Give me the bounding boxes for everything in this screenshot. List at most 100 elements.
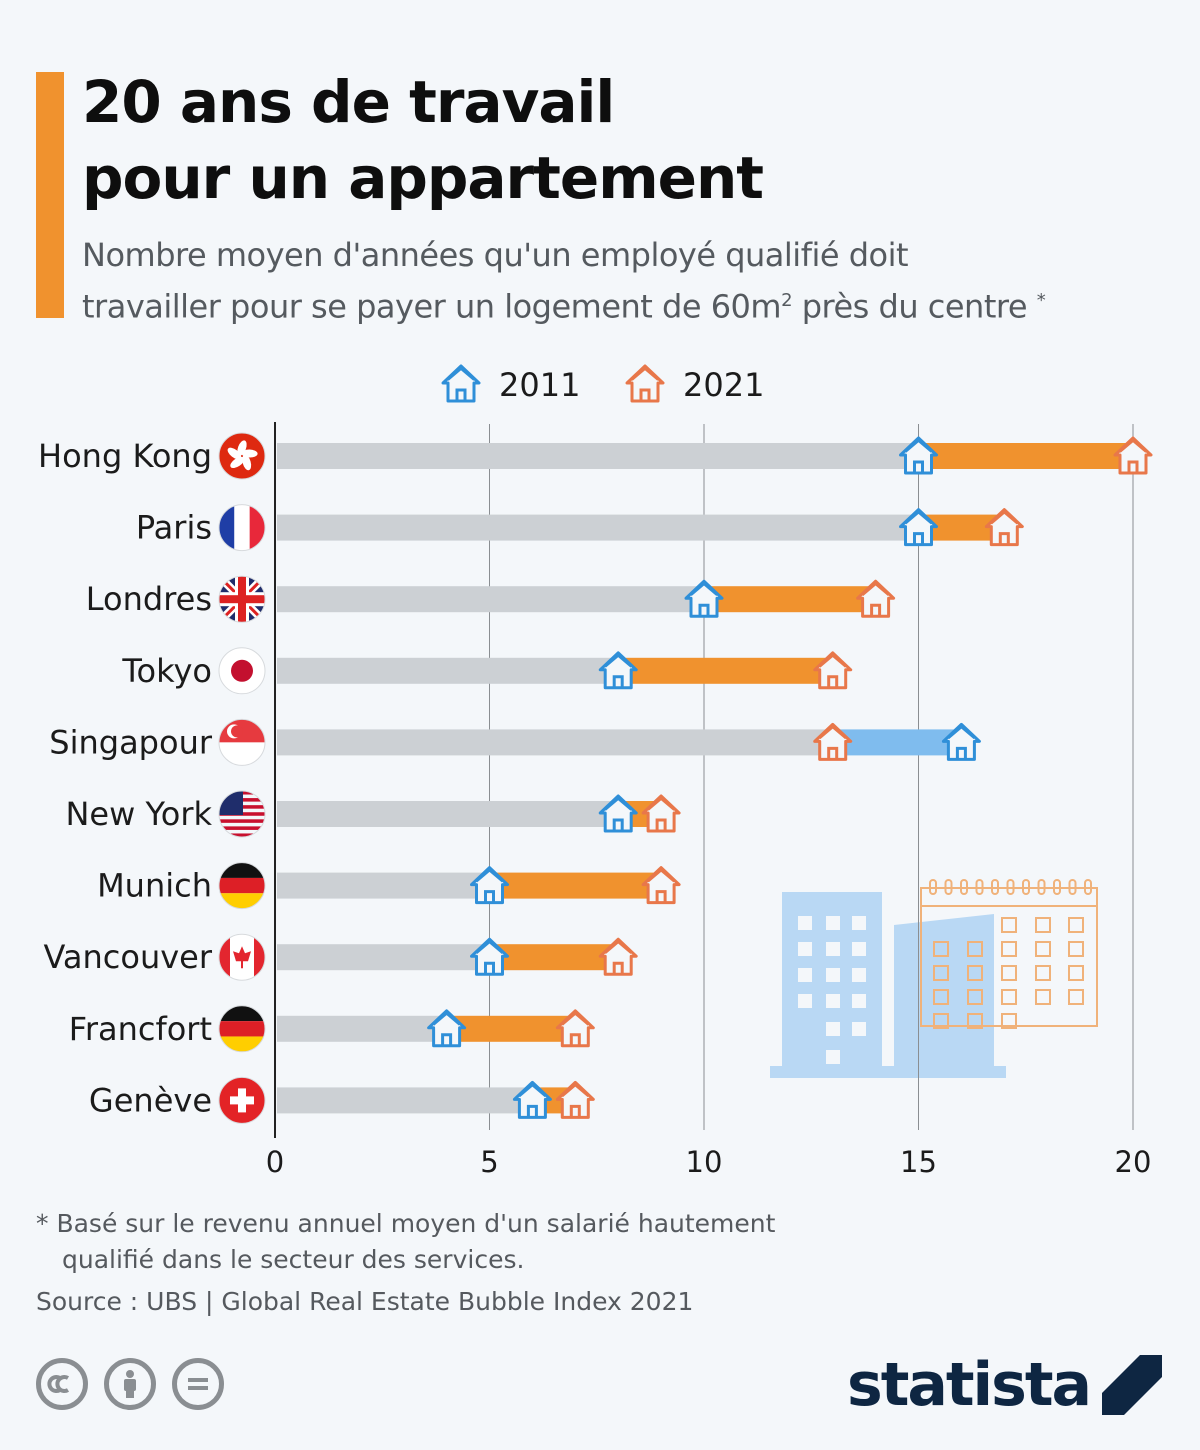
- house-marker-2021: [555, 1009, 595, 1048]
- statista-logo-icon: [1102, 1355, 1162, 1415]
- track-bar: [277, 443, 919, 469]
- category-label: New York: [65, 795, 212, 833]
- house-marker-2021: [555, 1080, 595, 1119]
- attribution-icon[interactable]: [104, 1358, 156, 1410]
- house-marker-2011: [470, 866, 509, 905]
- track-bar: [277, 729, 833, 756]
- chart-row: Francfort: [69, 1005, 595, 1053]
- house-marker-2011: [899, 508, 938, 547]
- chart-row: Hong Kong: [38, 432, 1153, 480]
- license-icons: [36, 1358, 224, 1410]
- house-marker-2011: [941, 722, 981, 761]
- track-bar: [277, 657, 619, 684]
- no-derivatives-icon[interactable]: [172, 1358, 224, 1410]
- statista-logo[interactable]: statista: [847, 1350, 1162, 1420]
- footnote-line-1: * Basé sur le revenu annuel moyen d'un s…: [36, 1209, 776, 1238]
- canada-flag-icon: [218, 933, 266, 981]
- house-marker-2021: [1113, 436, 1153, 475]
- germany-flag-icon: [218, 1005, 266, 1053]
- legend-house-icon: [625, 364, 665, 403]
- chart-subtitle: Nombre moyen d'années qu'un employé qual…: [82, 232, 1046, 330]
- track-bar: [277, 1015, 447, 1042]
- legend-label: 2021: [683, 366, 764, 404]
- house-marker-2011: [470, 937, 509, 976]
- x-tick-label: 20: [1115, 1145, 1152, 1179]
- chart-row: Londres: [86, 575, 896, 623]
- increase-bar: [446, 1015, 576, 1042]
- category-label: Paris: [136, 509, 212, 547]
- hong-kong-flag-icon: [218, 432, 266, 480]
- subtitle-line-2: travailler pour se payer un logement de …: [82, 287, 782, 326]
- increase-bar: [704, 586, 876, 613]
- house-marker-2021: [813, 722, 853, 761]
- footnote-line-2: qualifié dans le secteur des services.: [62, 1245, 525, 1274]
- source-text: Source : UBS | Global Real Estate Bubble…: [36, 1287, 694, 1316]
- category-label: Hong Kong: [38, 437, 212, 475]
- footnote: * Basé sur le revenu annuel moyen d'un s…: [36, 1206, 775, 1278]
- chart-row: Paris: [136, 504, 1024, 552]
- category-label: Vancouver: [43, 938, 212, 976]
- subtitle-line-2-end: près du centre: [792, 287, 1037, 326]
- house-marker-2021: [856, 579, 896, 618]
- x-tick-label: 10: [686, 1145, 723, 1179]
- accent-bar: [36, 72, 64, 318]
- category-label: Genève: [89, 1081, 212, 1119]
- subtitle-line-1: Nombre moyen d'années qu'un employé qual…: [82, 236, 909, 274]
- category-label: Singapour: [49, 723, 213, 761]
- track-bar: [277, 586, 704, 613]
- legend-item-2021: 2021: [625, 364, 764, 404]
- house-marker-2021: [641, 866, 681, 905]
- increase-bar: [489, 944, 619, 971]
- x-tick-label: 15: [900, 1145, 937, 1179]
- house-marker-2011: [598, 794, 638, 833]
- chart-row: Genève: [89, 1076, 595, 1124]
- singapore-flag-icon: [218, 718, 266, 766]
- house-marker-2021: [641, 794, 681, 833]
- cc-icon[interactable]: [36, 1358, 88, 1410]
- chart-row: New York: [65, 790, 681, 838]
- chart-row: Vancouver: [43, 933, 638, 981]
- title-line-1: 20 ans de travail: [82, 68, 615, 136]
- track-bar: [277, 872, 490, 899]
- dumbbell-chart: 0 5 10 15 20 Hong Kong Paris Londres Tokyo Singa…: [38, 364, 1153, 1179]
- subtitle-asterisk: *: [1036, 290, 1046, 311]
- track-bar: [277, 944, 490, 971]
- track-bar: [277, 514, 919, 541]
- logo-text: statista: [846, 1350, 1092, 1420]
- category-label: Munich: [97, 867, 212, 905]
- france-flag-icon: [218, 504, 266, 552]
- chart-title: 20 ans de travail pour un appartement: [82, 64, 764, 216]
- increase-bar: [618, 657, 833, 684]
- switzerland-flag-icon: [218, 1076, 266, 1124]
- title-line-2: pour un appartement: [82, 144, 764, 212]
- increase-bar: [918, 443, 1133, 469]
- house-marker-2021: [598, 937, 638, 976]
- uk-flag-icon: [218, 575, 266, 623]
- usa-flag-icon: [218, 790, 266, 838]
- germany-flag-icon: [218, 862, 266, 910]
- legend-house-icon: [441, 364, 481, 403]
- house-marker-2021: [984, 508, 1024, 547]
- house-marker-2011: [684, 579, 724, 618]
- chart-row: Munich: [97, 862, 681, 910]
- house-marker-2021: [813, 651, 853, 690]
- category-label: Londres: [86, 580, 212, 618]
- track-bar: [277, 1087, 533, 1114]
- category-label: Francfort: [69, 1010, 212, 1048]
- subtitle-superscript: 2: [781, 290, 793, 311]
- building-calendar-illustration: [770, 879, 1098, 1078]
- category-label: Tokyo: [121, 652, 212, 690]
- house-marker-2011: [598, 651, 638, 690]
- x-tick-label: 0: [266, 1145, 284, 1179]
- increase-bar: [489, 872, 662, 899]
- chart-row: Tokyo: [121, 647, 853, 695]
- house-marker-2011: [899, 436, 938, 475]
- japan-flag-icon: [218, 647, 266, 695]
- decrease-bar: [832, 729, 962, 756]
- legend-item-2011: 2011: [441, 364, 580, 404]
- legend-label: 2011: [499, 366, 580, 404]
- house-marker-2011: [512, 1080, 552, 1119]
- x-tick-label: 5: [480, 1145, 498, 1179]
- house-marker-2011: [427, 1009, 467, 1048]
- track-bar: [277, 801, 619, 827]
